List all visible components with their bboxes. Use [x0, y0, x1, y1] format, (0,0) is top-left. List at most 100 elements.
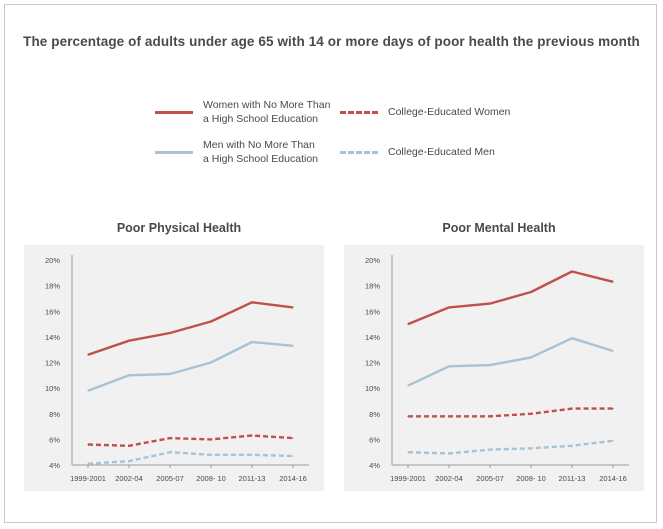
data-point	[292, 437, 294, 439]
data-point	[128, 374, 130, 376]
y-tick-label: 14%	[45, 333, 60, 342]
x-tick-label: 1999-2001	[390, 474, 426, 483]
chart-title: The percentage of adults under age 65 wi…	[23, 34, 640, 49]
data-point	[251, 434, 253, 437]
data-point	[169, 437, 171, 439]
data-point	[530, 356, 532, 358]
y-tick-label: 10%	[365, 384, 380, 393]
data-point	[407, 323, 409, 325]
y-tick-label: 20%	[45, 256, 60, 265]
panel-title-mental: Poor Mental Health	[442, 221, 556, 235]
data-point	[169, 332, 171, 334]
x-tick-label: 2002-04	[115, 474, 143, 483]
data-point	[292, 306, 294, 309]
plot-background	[24, 245, 324, 491]
data-point	[407, 451, 409, 453]
legend-item-men-college: College-Educated Men	[340, 145, 495, 159]
data-point	[571, 408, 573, 410]
data-point	[128, 445, 130, 447]
series-line-women-with-no-more-than-a-high-school-education	[407, 270, 614, 326]
data-point	[169, 451, 171, 453]
data-point	[448, 365, 450, 367]
data-point	[489, 449, 491, 451]
series-line-women-with-no-more-than-a-high-school-education	[87, 301, 294, 356]
y-tick-label: 16%	[365, 307, 380, 316]
y-tick-label: 8%	[49, 410, 60, 419]
series-line-college-educated-men	[87, 450, 294, 465]
y-tick-label: 16%	[45, 307, 60, 316]
legend-item-women-hs: Women with No More Than a High School Ed…	[155, 98, 330, 126]
y-tick-label: 6%	[49, 435, 60, 444]
y-tick-label: 18%	[45, 282, 60, 291]
data-point	[571, 445, 573, 447]
panel-title-physical: Poor Physical Health	[116, 221, 242, 235]
data-point	[169, 373, 171, 375]
legend-label: Women with No More Than a High School Ed…	[203, 99, 331, 125]
x-tick-label: 2008- 10	[196, 474, 226, 483]
data-point	[87, 390, 89, 392]
data-point	[292, 345, 294, 347]
data-point	[530, 413, 532, 415]
data-point	[251, 454, 253, 456]
data-point	[251, 341, 253, 343]
y-tick-label: 18%	[365, 282, 380, 291]
x-tick-label: 2008- 10	[516, 474, 546, 483]
data-point	[128, 460, 130, 462]
data-point	[530, 291, 532, 293]
series-line-men-with-no-more-than-a-high-school-education	[407, 336, 614, 387]
x-tick-label: 1999-2001	[70, 474, 106, 483]
x-tick-label: 2002-04	[435, 474, 463, 483]
data-point	[571, 337, 573, 339]
legend-item-women-college: College-Educated Women	[340, 105, 510, 119]
y-tick-label: 4%	[49, 461, 60, 470]
data-point	[210, 438, 212, 440]
data-point	[251, 301, 253, 303]
y-tick-label: 6%	[369, 435, 380, 444]
data-point	[612, 408, 614, 410]
data-point	[612, 440, 614, 442]
y-tick-label: 12%	[45, 359, 60, 368]
data-point	[210, 320, 212, 323]
data-point	[612, 350, 614, 352]
data-point	[489, 415, 491, 417]
y-tick-label: 4%	[369, 461, 380, 470]
y-tick-label: 10%	[45, 384, 60, 393]
chart-physical-health: 4% 6% 8% 10% 12% 14% 16% 18% 20% 1999-2001 2002-04…	[24, 245, 324, 491]
legend-swatch	[155, 150, 193, 154]
legend-label: Men with No More Than a High School Educ…	[203, 139, 318, 165]
data-point	[128, 340, 130, 342]
data-point	[292, 455, 294, 457]
data-point	[571, 270, 573, 273]
series-line-college-educated-women	[87, 434, 294, 448]
x-tick-label: 2014-16	[279, 474, 307, 483]
data-point	[407, 384, 409, 387]
data-point	[448, 452, 450, 455]
data-point	[87, 354, 89, 356]
legend-swatch	[340, 150, 378, 154]
data-point	[448, 306, 450, 309]
data-point	[87, 463, 89, 465]
data-point	[530, 447, 532, 449]
data-point	[210, 454, 212, 456]
data-point	[612, 281, 614, 283]
legend-swatch	[340, 110, 378, 114]
y-tick-label: 8%	[369, 410, 380, 419]
legend-label: College-Educated Men	[388, 146, 495, 158]
x-tick-label: 2005-07	[476, 474, 504, 483]
y-tick-label: 20%	[365, 256, 380, 265]
series-line-men-with-no-more-than-a-high-school-education	[87, 340, 294, 392]
y-tick-label: 12%	[365, 359, 380, 368]
series-line-college-educated-men	[407, 439, 614, 455]
x-tick-label: 2014-16	[599, 474, 627, 483]
x-tick-label: 2011-13	[559, 474, 586, 483]
legend-item-men-hs: Men with No More Than a High School Educ…	[155, 138, 318, 166]
data-point	[448, 415, 450, 417]
legend-swatch	[155, 110, 193, 114]
plot-background	[344, 245, 644, 491]
data-point	[489, 364, 491, 366]
y-tick-label: 14%	[365, 333, 380, 342]
x-tick-label: 2011-13	[239, 474, 266, 483]
data-point	[210, 361, 212, 364]
chart-mental-health: 4% 6% 8% 10% 12% 14% 16% 18% 20% 1999-2001 2002-04…	[344, 245, 644, 491]
x-tick-label: 2005-07	[156, 474, 184, 483]
